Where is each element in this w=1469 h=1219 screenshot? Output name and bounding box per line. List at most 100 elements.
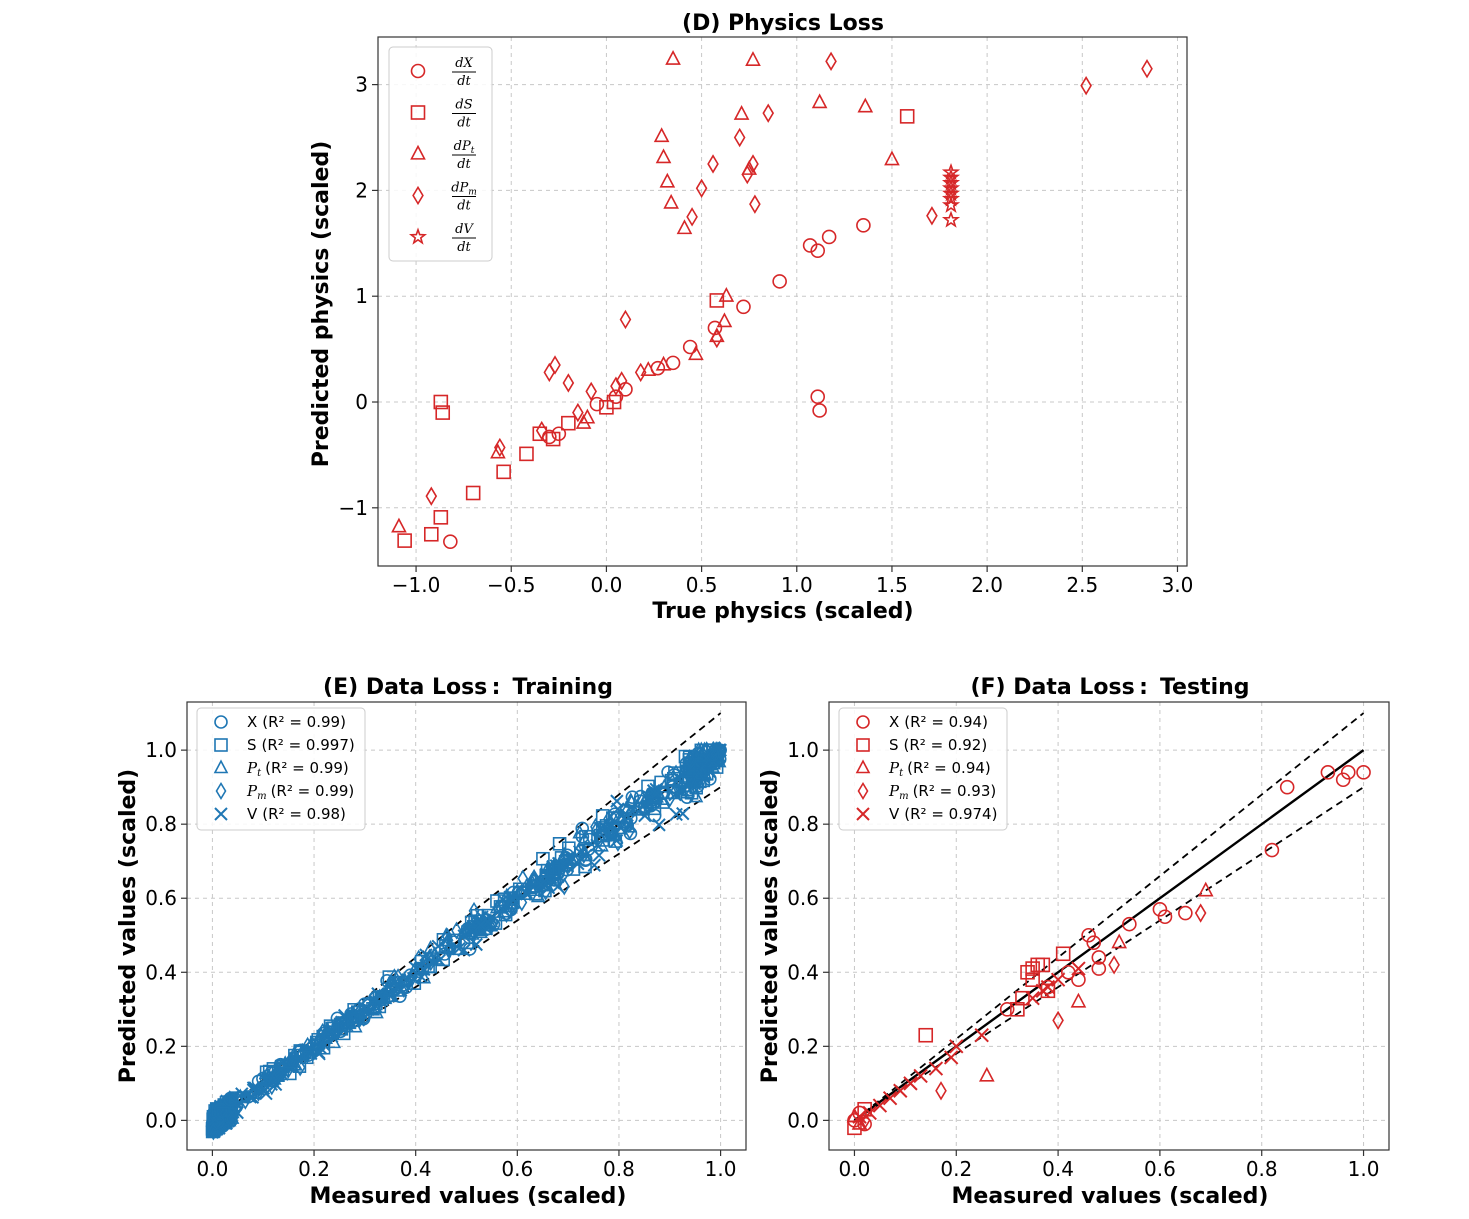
data-point-triangle <box>733 105 750 120</box>
data-point-diamond <box>413 949 425 968</box>
legend-label: S (R² = 0.92) <box>889 736 987 754</box>
legend-marker-x <box>214 807 228 821</box>
data-point-square <box>465 485 481 501</box>
legend-label: S (R² = 0.997) <box>247 736 355 754</box>
data-point-circle <box>625 790 640 804</box>
legend-label-main: P <box>888 759 900 777</box>
data-point-triangle <box>490 443 506 459</box>
data-point-square <box>496 464 511 480</box>
x-tick-label: 0.4 <box>400 1157 432 1181</box>
legend-marker-diamond <box>857 781 869 801</box>
legend-marker-diamond <box>412 185 424 206</box>
data-point-square <box>433 394 449 410</box>
data-point-diamond <box>516 893 528 912</box>
data-point-x <box>502 893 517 908</box>
y-tick-label: 0.4 <box>787 960 819 984</box>
data-point-triangle <box>266 1070 282 1085</box>
data-point-triangle <box>745 51 761 66</box>
data-point-triangle <box>688 788 704 803</box>
data-point-x <box>928 1061 944 1076</box>
data-point-triangle <box>577 831 592 846</box>
legend-box <box>196 707 366 831</box>
legend-label-subscript: t <box>257 768 262 779</box>
data-point-triangle <box>640 361 657 376</box>
data-point-square <box>423 526 439 542</box>
data-point-circle <box>1081 927 1096 943</box>
data-point-x <box>862 1105 877 1121</box>
data-point-x <box>432 953 447 967</box>
legend-label: X (R² = 0.99) <box>247 713 346 731</box>
data-point-circle <box>682 339 698 355</box>
data-point-triangle <box>1070 992 1087 1008</box>
y-tick-label: 0.8 <box>145 812 177 836</box>
data-point-circle <box>211 1115 225 1129</box>
data-point-circle <box>1071 972 1086 987</box>
data-point-square <box>667 771 681 786</box>
data-point-circle <box>1335 772 1351 788</box>
x-tick-label: 0.8 <box>603 1157 635 1181</box>
legend-label-subscript: m <box>468 188 477 198</box>
x-axis-label: True physics (scaled) <box>652 599 913 624</box>
data-point-diamond <box>1194 903 1207 923</box>
data-point-x <box>650 786 664 800</box>
data-point-triangle <box>438 927 454 941</box>
data-point-triangle <box>655 355 672 371</box>
data-point-x <box>592 848 606 863</box>
data-point-circle <box>810 389 826 405</box>
data-point-circle <box>1264 842 1280 858</box>
data-point-square <box>433 510 449 525</box>
y-tick-label: 0.6 <box>787 886 819 910</box>
x-tick-label: 0.4 <box>1042 1157 1074 1181</box>
data-point-x <box>974 1028 989 1043</box>
data-point-x <box>903 1076 918 1091</box>
data-point-triangle <box>394 972 410 987</box>
data-point-diamond <box>624 821 636 840</box>
data-point-diamond <box>494 437 506 458</box>
data-point-square <box>532 426 548 442</box>
legend-marker-x <box>856 807 870 821</box>
data-point-circle <box>301 1048 315 1062</box>
data-point-triangle <box>575 413 592 429</box>
data-point-circle <box>437 947 452 961</box>
legend-label-main: X <box>889 713 899 731</box>
data-point-circle <box>1356 765 1371 780</box>
data-point-x <box>631 804 646 818</box>
data-point-circle <box>772 274 787 289</box>
legend-marker-star <box>408 227 428 245</box>
data-point-circle <box>589 396 605 412</box>
data-point-circle <box>821 229 837 245</box>
data-point-diamond <box>707 154 719 174</box>
data-point-diamond <box>302 1036 314 1055</box>
data-point-circle <box>582 832 597 847</box>
data-point-triangle <box>811 93 828 109</box>
data-point-square <box>346 1013 361 1027</box>
y-tick-label: 2 <box>355 178 368 202</box>
legend-label-denominator: dt <box>457 157 471 172</box>
data-point-star <box>941 195 961 213</box>
legend-label-main: P <box>246 759 258 777</box>
data-point-x <box>609 833 624 848</box>
data-point-circle <box>1122 916 1137 932</box>
data-point-triangle <box>576 847 592 862</box>
legend: X (R² = 0.94)S (R² = 0.92)Pt (R² = 0.94)Pm(… <box>838 707 1008 831</box>
data-point-star <box>941 162 961 181</box>
data-point-diamond <box>711 328 723 349</box>
data-point-circle <box>1178 905 1193 921</box>
data-point-triangle <box>718 287 735 302</box>
data-point-x <box>1071 961 1086 976</box>
data-point-triangle <box>663 193 679 209</box>
data-point-square <box>595 823 610 837</box>
legend-label-r2: (R² = 0.92) <box>904 736 988 754</box>
legend-label: X (R² = 0.94) <box>889 713 988 731</box>
data-point-triangle <box>570 842 586 857</box>
data-point-circle <box>462 930 477 945</box>
x-tick-label: 2.5 <box>1066 573 1098 597</box>
data-point-diamond <box>226 1109 237 1129</box>
data-point-circle <box>712 752 727 767</box>
x-tick-label: 1.0 <box>781 573 813 597</box>
data-point-diamond <box>562 373 575 393</box>
data-point-diamond <box>549 355 561 375</box>
data-point-triangle <box>655 148 672 164</box>
data-point-triangle <box>213 1098 228 1113</box>
